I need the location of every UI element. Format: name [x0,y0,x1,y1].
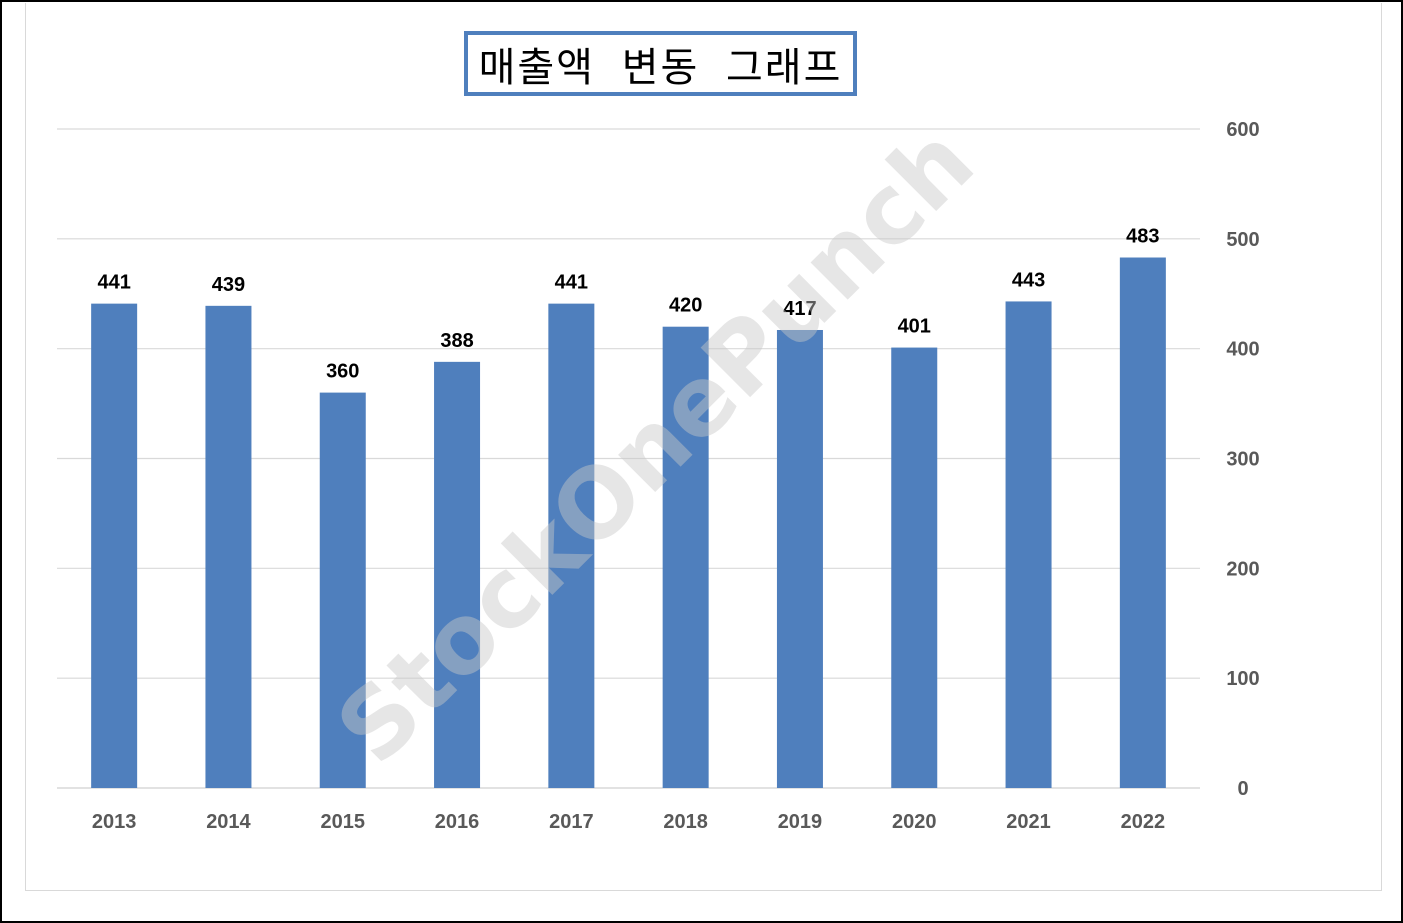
bar-2015 [319,392,366,788]
x-tick-label-2014: 2014 [206,811,251,833]
y-axis-ticks: 0 100 200 300 400 500 600 [1226,119,1259,800]
x-tick-label-2021: 2021 [1006,811,1051,833]
y-tick-label: 200 [1226,558,1259,580]
bar-2021 [1005,301,1052,788]
bar-2014 [205,305,252,788]
y-tick-label: 500 [1226,229,1259,251]
data-label-2017: 441 [555,272,588,294]
data-label-2022: 483 [1126,226,1159,248]
bar-2022 [1119,257,1166,788]
x-tick-label-2020: 2020 [892,811,937,833]
chart-area-frame [25,3,1382,891]
data-label-2014: 439 [212,274,245,296]
data-label-2013: 441 [97,272,130,294]
y-tick-label: 300 [1226,449,1259,471]
y-tick-label: 600 [1226,119,1259,141]
data-labels: 441 439 360 388 441 420 417 401 443 483 [97,226,1159,383]
chart-title: 매출액 변동 그래프 [478,44,843,91]
x-tick-label-2019: 2019 [778,811,823,833]
x-tick-label-2017: 2017 [549,811,594,833]
x-tick-label-2018: 2018 [663,811,708,833]
x-tick-label-2022: 2022 [1121,811,1166,833]
chart-title-box: 매출액 변동 그래프 [464,31,857,96]
data-label-2016: 388 [440,330,473,352]
bar-2020 [891,347,938,788]
bar-2018 [662,326,709,788]
bar-2016 [434,361,481,788]
y-tick-label: 400 [1226,339,1259,361]
x-axis-ticks: 2013 2014 2015 2016 2017 2018 2019 2020 2021 2022 [92,811,1165,833]
y-tick-label: 100 [1226,668,1259,690]
bar-2017 [548,303,595,788]
bars [91,257,1166,788]
bar-2013 [91,303,138,788]
data-label-2015: 360 [326,361,359,383]
data-label-2019: 417 [783,298,816,320]
data-label-2018: 420 [669,295,702,317]
x-tick-label-2013: 2013 [92,811,137,833]
bar-2019 [776,329,823,788]
x-tick-label-2016: 2016 [435,811,480,833]
y-tick-label: 0 [1237,778,1248,800]
data-label-2021: 443 [1012,269,1045,291]
x-tick-label-2015: 2015 [321,811,366,833]
data-label-2020: 401 [898,316,931,338]
